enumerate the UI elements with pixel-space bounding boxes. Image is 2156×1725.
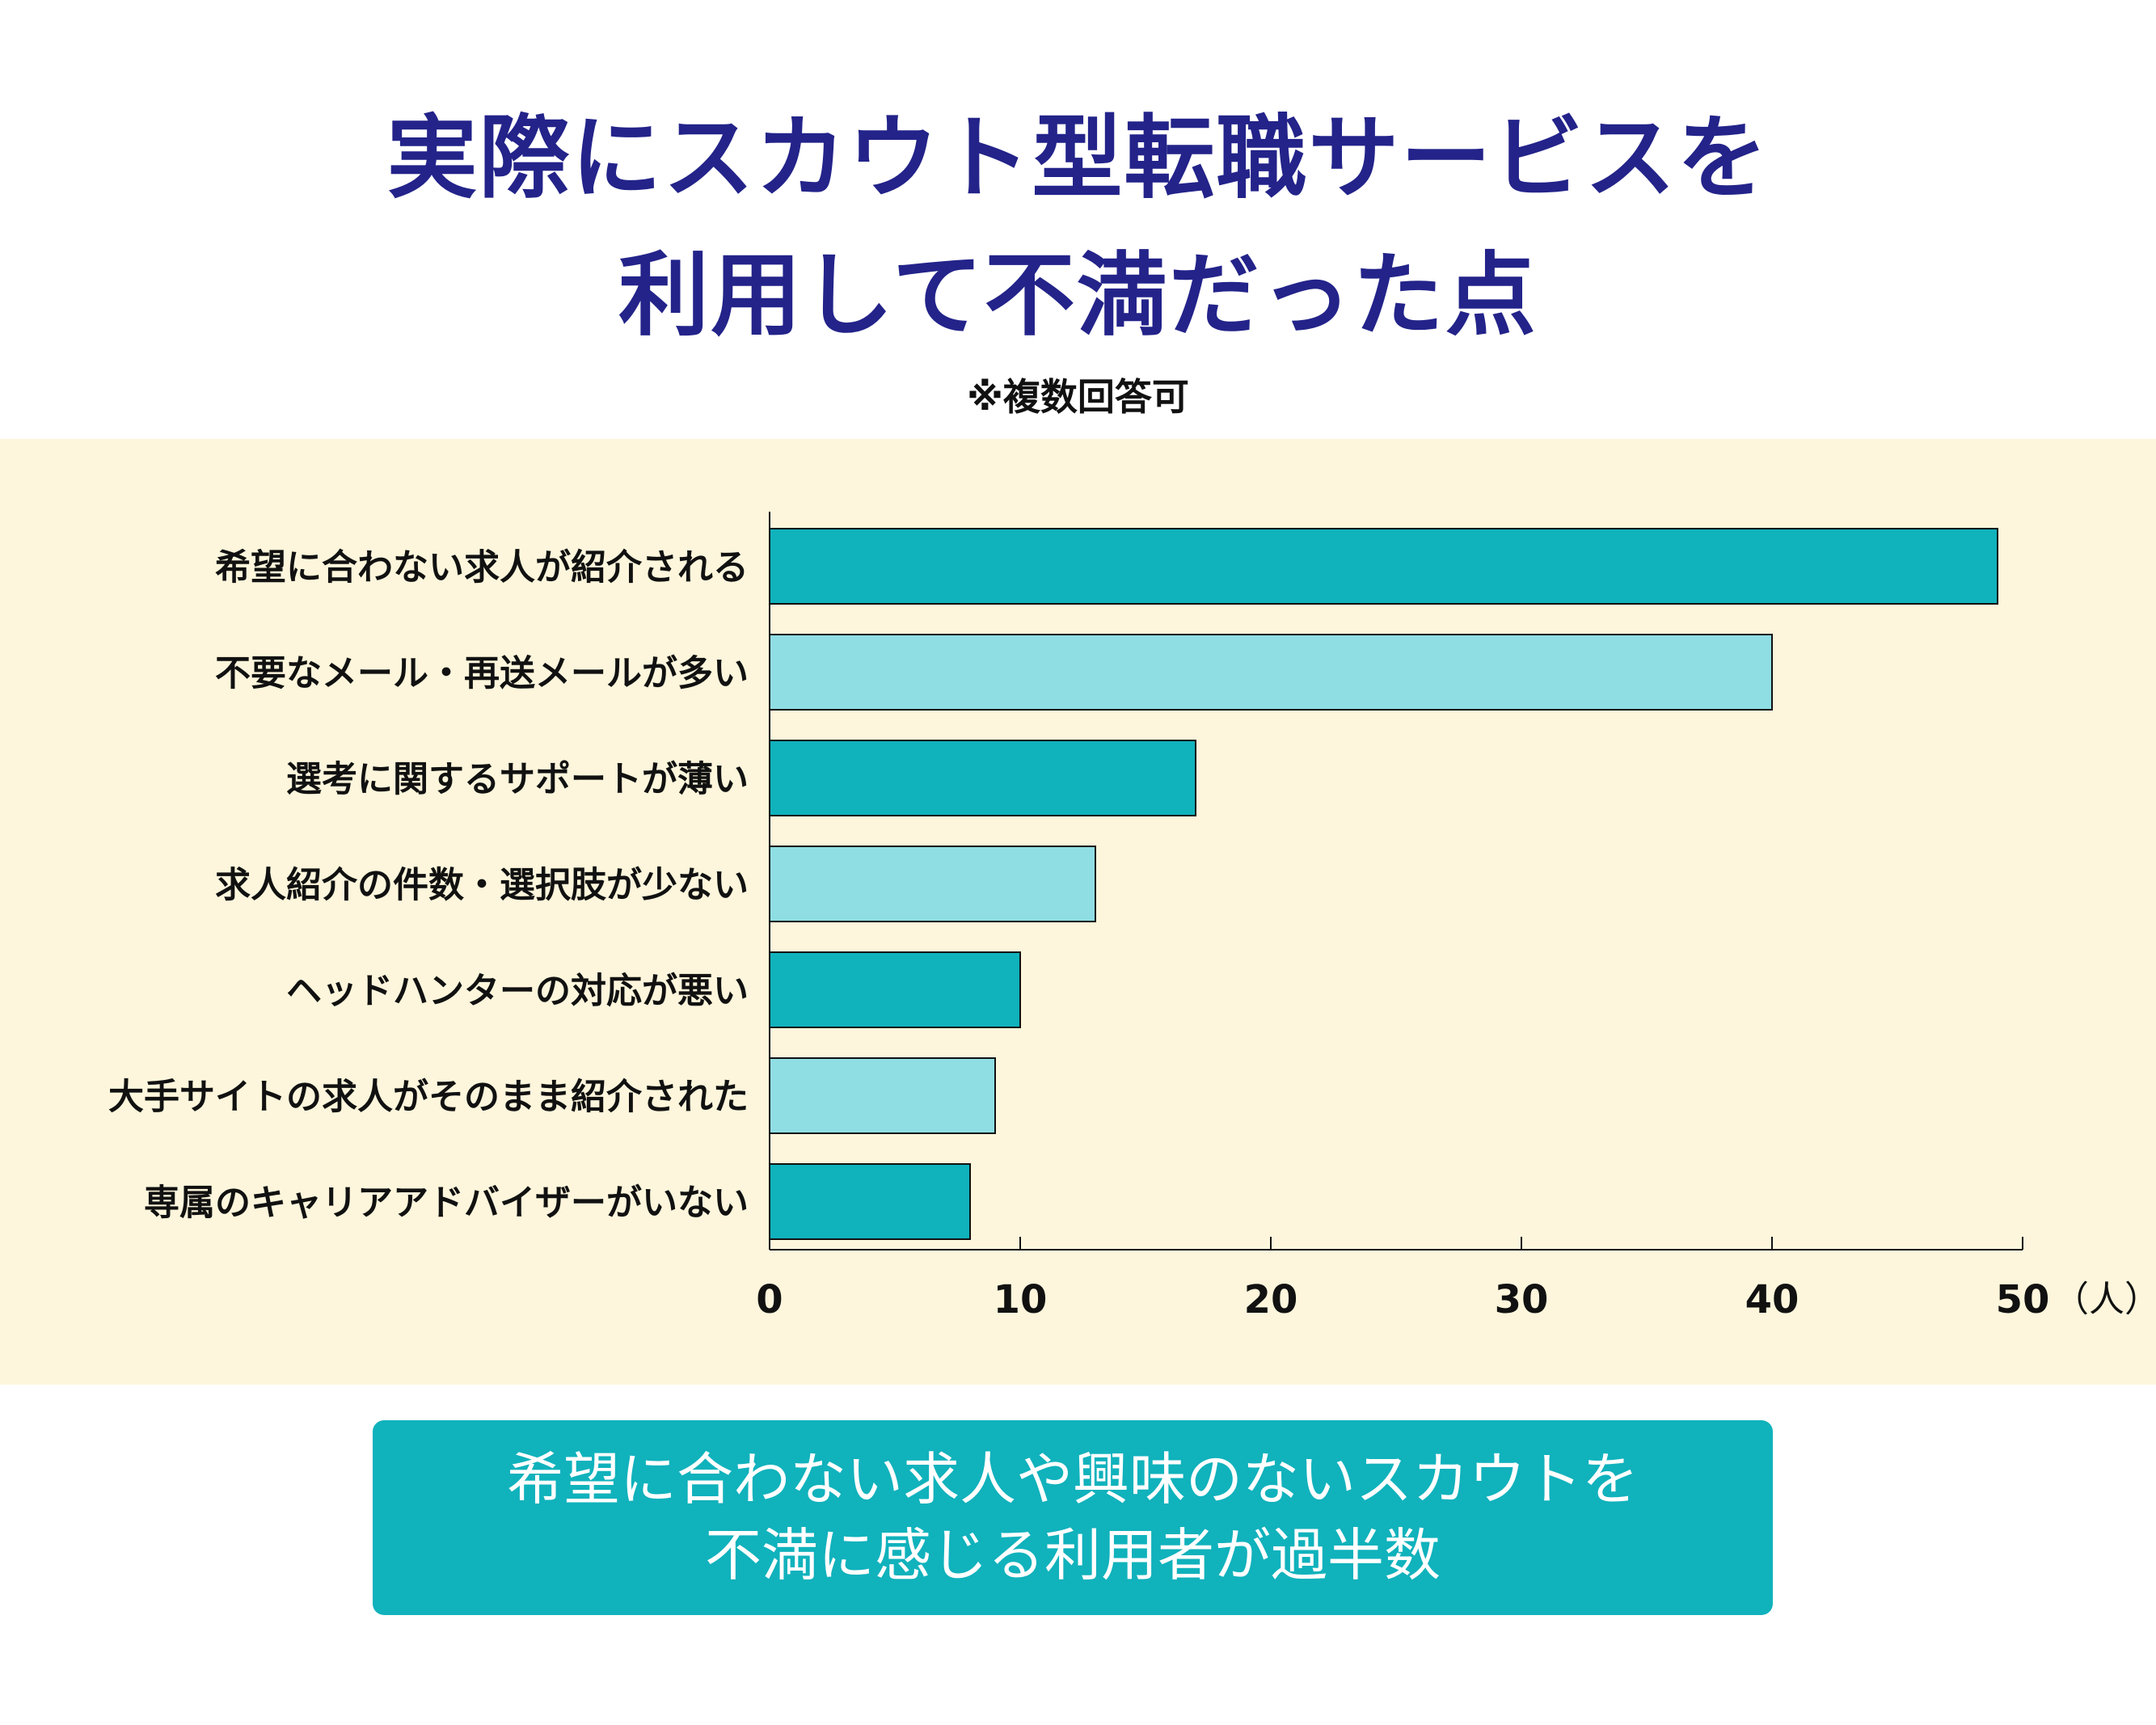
bar-5 (769, 951, 1021, 1028)
category-label-4: 求人紹介の件数・選択肢が少ない (215, 865, 749, 906)
bar-4 (769, 846, 1096, 922)
x-tick-label-30: 30 (1495, 1277, 1549, 1322)
bar-chart: 希望に合わない求人が紹介される不要なメール・再送メールが多い選考に関するサポート… (108, 512, 2156, 1322)
x-tick-label-50: 50 (1996, 1277, 2050, 1322)
chart-panel: 希望に合わない求人が紹介される 不要なメール・再送メールが多い選考に関するサポート… (0, 439, 2156, 1385)
summary-line-2: 不満に感じる利用者が過半数 (705, 1522, 1441, 1588)
x-tick-label-10: 10 (994, 1277, 1048, 1322)
category-label-5: ヘッドハンターの対応が悪い (286, 971, 749, 1012)
bar-1 (769, 528, 1998, 605)
summary-box: 希望に合わない求人や興味のないスカウトを 不満に感じる利用者が過半数 (373, 1420, 1773, 1615)
category-label-2: 不要なメール・再送メールが多い (215, 653, 749, 694)
x-tick-label-40: 40 (1745, 1277, 1799, 1322)
category-label-6: 大手サイトの求人がそのまま紹介された (108, 1077, 749, 1118)
bar-2 (769, 634, 1773, 711)
category-label-1: 希望に合わない求人が紹介される (215, 547, 749, 588)
category-label-7: 専属のキャリアアドバイザーがいない (144, 1183, 749, 1224)
bar-6 (769, 1057, 996, 1134)
chart-title-line-1: 実際にスカウト型転職サービスを (386, 106, 1770, 211)
x-tick-label-20: 20 (1244, 1277, 1298, 1322)
chart-title-line-2: 利用して不満だった点 (618, 243, 1538, 348)
bar-3 (769, 740, 1196, 816)
x-axis-unit: （人） (2053, 1279, 2156, 1320)
bar-7 (769, 1163, 971, 1240)
multiple-answers-note: ※複数回答可 (967, 375, 1189, 419)
x-tick-label-0: 0 (756, 1277, 783, 1322)
summary-line-1: 希望に合わない求人や興味のないスカウトを (507, 1446, 1639, 1512)
category-label-3: 選考に関するサポートが薄い (286, 759, 749, 800)
